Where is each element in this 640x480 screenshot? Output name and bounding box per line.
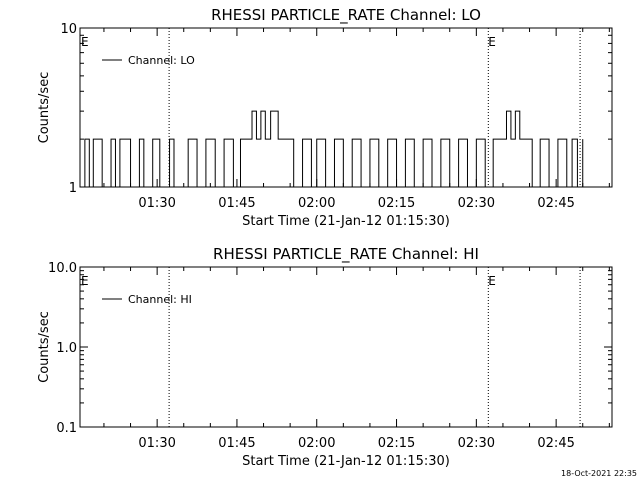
chart-panel-0: RHESSI PARTICLE_RATE Channel: LO Start Ti… [37, 6, 613, 229]
x-tick-label: 01:45 [218, 436, 255, 451]
y-tick-label: 10 [60, 22, 77, 37]
event-label: E [488, 35, 496, 49]
legend: Channel: LO [102, 54, 195, 67]
y-axis-label: Counts/sec [37, 72, 52, 144]
x-tick-label: 02:45 [537, 196, 574, 211]
x-tick-label: 02:00 [298, 196, 335, 211]
chart-title: RHESSI PARTICLE_RATE Channel: HI [213, 245, 479, 264]
x-tick-label: 01:45 [218, 196, 255, 211]
x-tick-label: 02:00 [298, 436, 335, 451]
footer-timestamp: 18-Oct-2021 22:35 [561, 469, 637, 478]
y-ticks: 1 10 [60, 22, 612, 196]
x-tick-label: 02:45 [537, 436, 574, 451]
x-axis-label: Start Time (21-Jan-12 01:15:30) [242, 454, 450, 469]
x-axis-label: Start Time (21-Jan-12 01:15:30) [242, 214, 450, 229]
x-tick-label: 02:15 [378, 196, 415, 211]
x-tick-label: 02:30 [458, 196, 495, 211]
chart-panel-1: RHESSI PARTICLE_RATE Channel: HI Start Ti… [37, 245, 613, 469]
event-label: E [488, 274, 496, 288]
y-tick-label: 1.0 [56, 341, 77, 356]
x-ticks: 01:30 01:45 02:00 02:15 02:30 02:45 [103, 267, 610, 451]
legend-label: Channel: LO [128, 54, 195, 67]
legend-label: Channel: HI [128, 293, 192, 306]
legend: Channel: HI [102, 293, 192, 306]
chart-panels: RHESSI PARTICLE_RATE Channel: LO Start Ti… [37, 6, 613, 469]
event-label: E [81, 274, 89, 288]
y-tick-label: 0.1 [56, 421, 77, 436]
y-axis-label: Counts/sec [37, 311, 52, 383]
x-tick-label: 01:30 [138, 436, 175, 451]
y-ticks: 0.1 1.0 10.0 [48, 261, 612, 436]
x-tick-label: 02:15 [378, 436, 415, 451]
chart-title: RHESSI PARTICLE_RATE Channel: LO [211, 6, 481, 25]
event-label: E [81, 35, 89, 49]
y-tick-label: 1 [69, 181, 77, 196]
series-line [80, 110, 584, 188]
x-tick-label: 01:30 [138, 196, 175, 211]
y-tick-label: 10.0 [48, 261, 77, 276]
x-tick-label: 02:30 [458, 436, 495, 451]
